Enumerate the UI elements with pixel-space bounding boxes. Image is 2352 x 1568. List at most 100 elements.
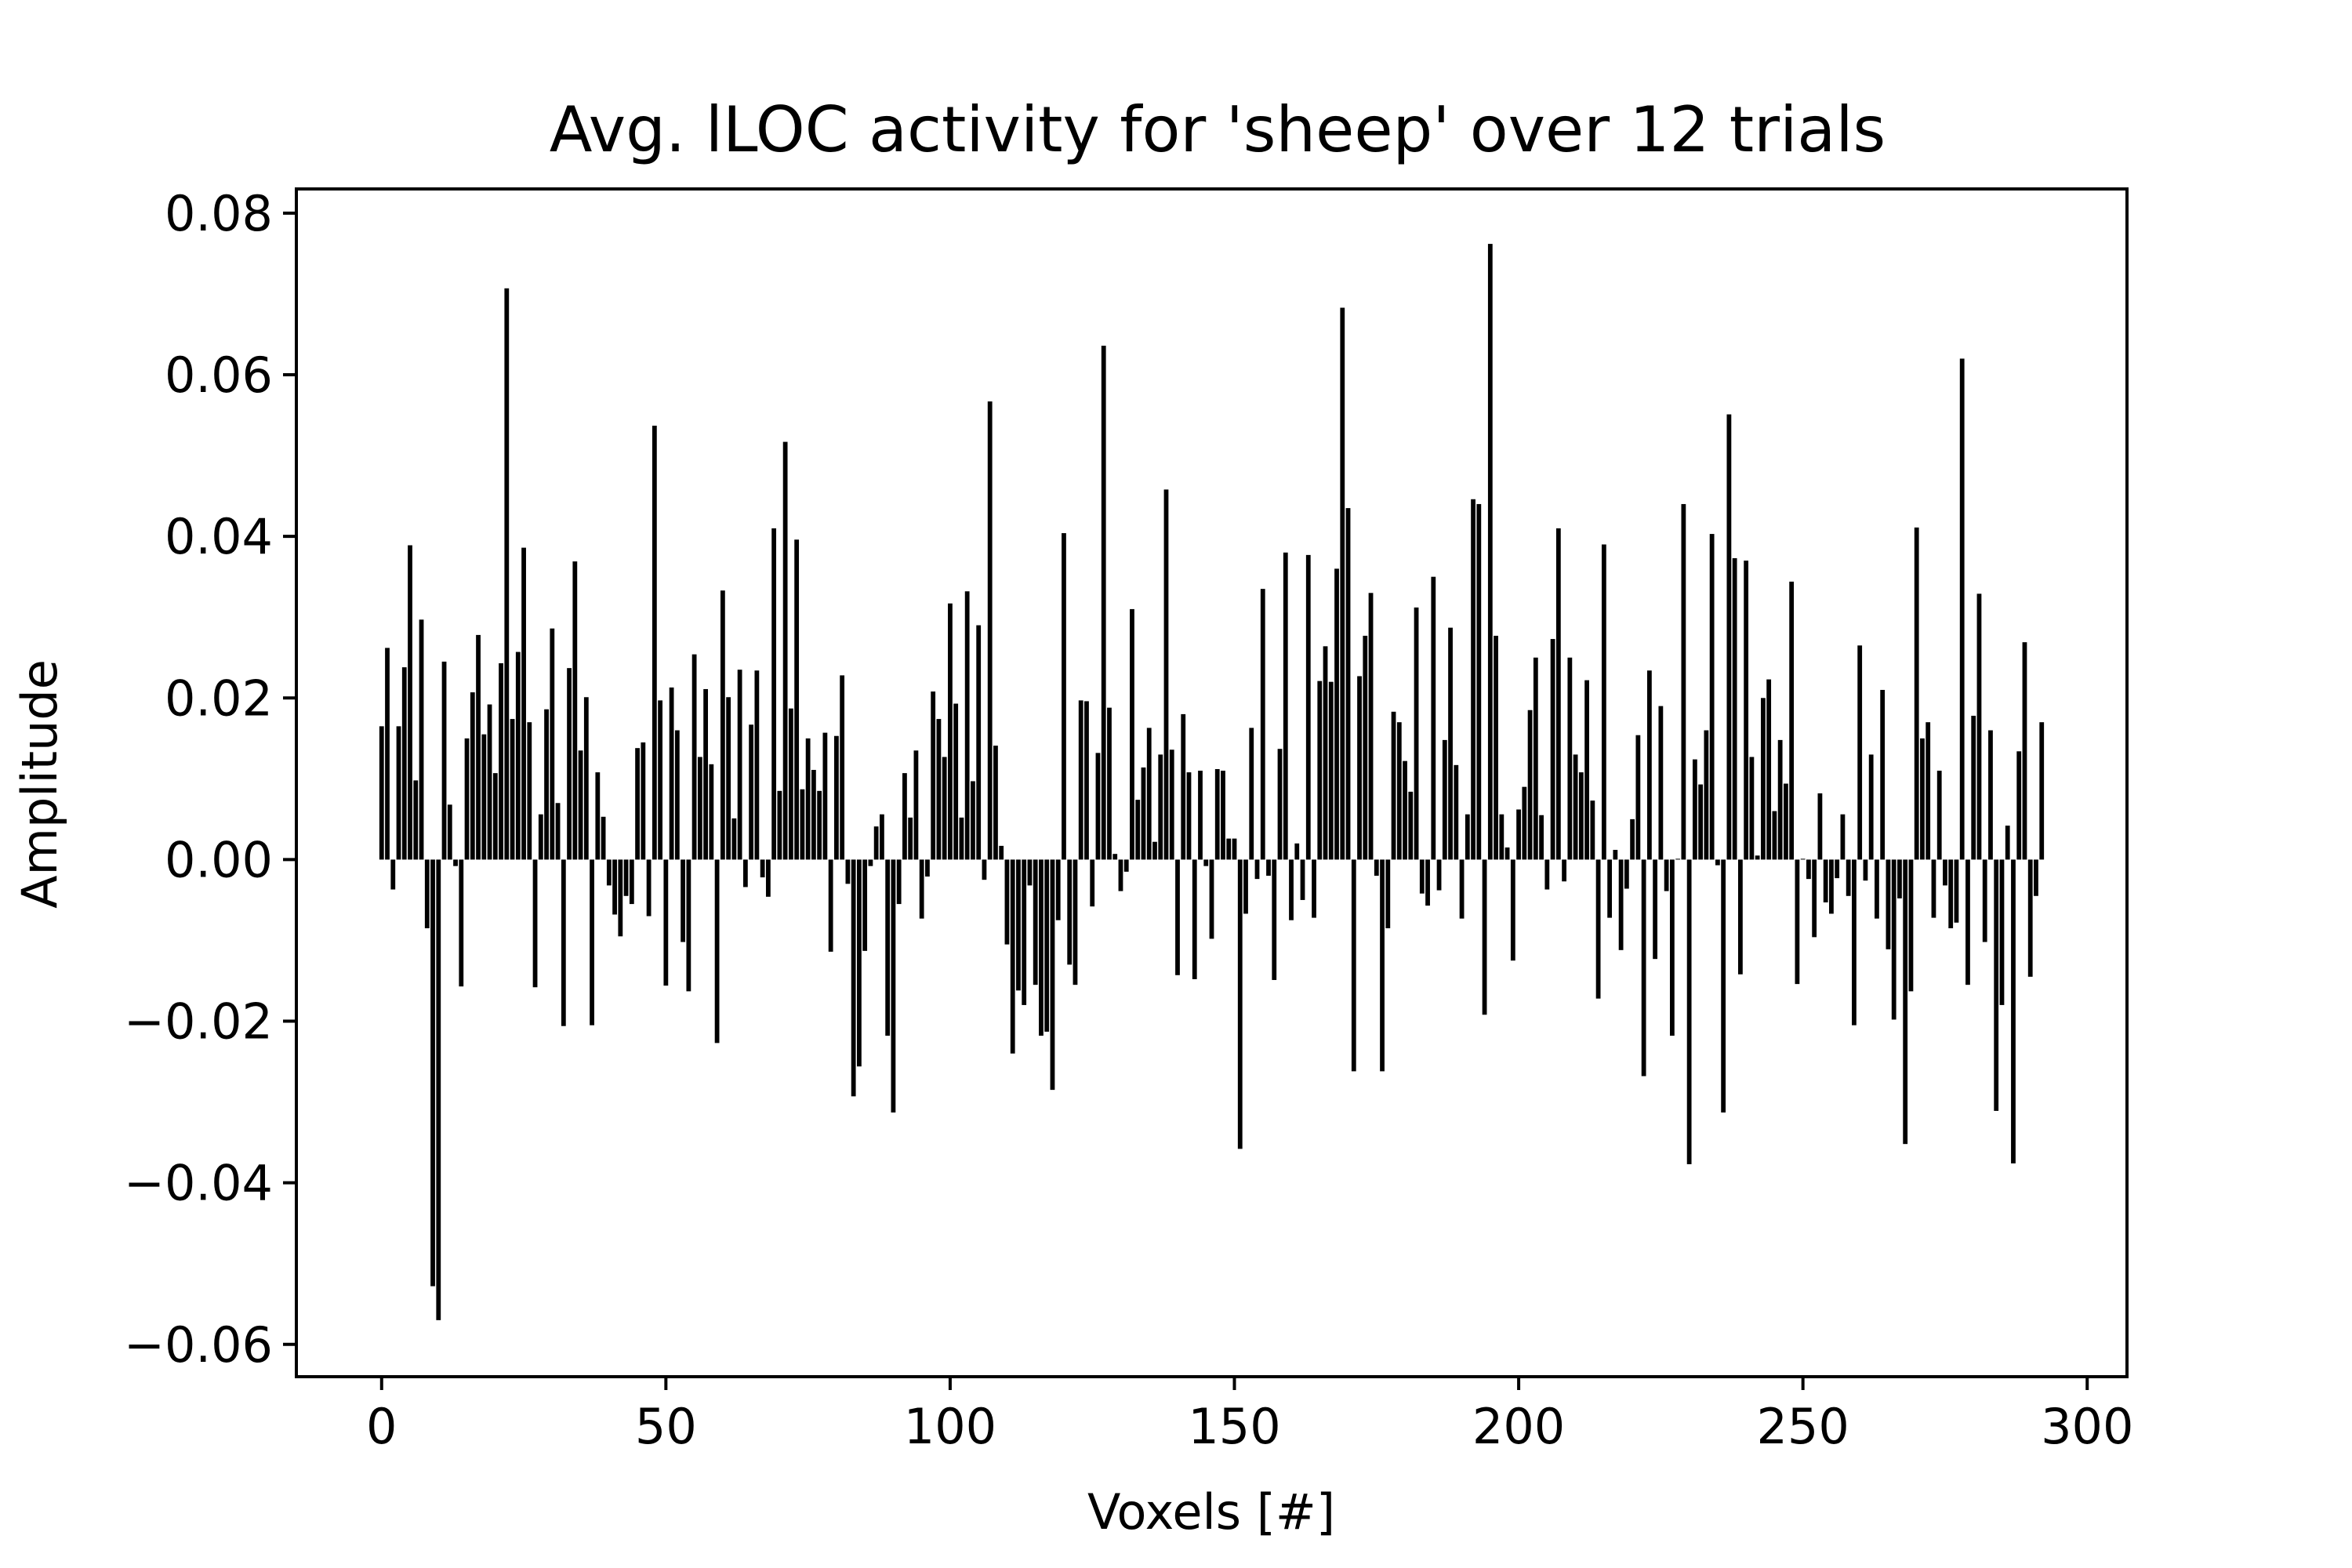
bar: [441, 661, 447, 860]
y-tick-label: −0.06: [124, 1316, 273, 1374]
y-tick-label: 0.08: [165, 185, 273, 242]
bar: [413, 780, 419, 860]
bar: [424, 859, 430, 929]
bar: [379, 726, 384, 860]
bar: [1289, 859, 1294, 920]
bar: [731, 818, 737, 860]
bar: [1880, 689, 1886, 860]
x-tick-label: 0: [366, 1398, 397, 1455]
bar: [1601, 544, 1606, 860]
bar: [1123, 859, 1129, 872]
bar: [561, 859, 566, 1026]
bar: [1328, 681, 1334, 860]
bar: [987, 401, 993, 860]
bar: [1152, 841, 1157, 860]
bar: [623, 859, 629, 896]
bar: [1022, 859, 1027, 1005]
bar: [1254, 859, 1260, 880]
bar: [1965, 859, 1970, 985]
bar: [595, 772, 601, 860]
bar: [1936, 771, 1942, 860]
bar: [919, 859, 924, 919]
bar: [1419, 859, 1425, 894]
bar: [646, 859, 652, 916]
bar: [777, 790, 782, 860]
bar: [993, 746, 998, 860]
bar: [1646, 670, 1652, 860]
bar: [1317, 681, 1323, 860]
bar: [1732, 557, 1737, 860]
bar: [385, 648, 390, 860]
bar: [817, 790, 822, 860]
bar: [612, 859, 617, 915]
bar: [891, 859, 896, 1112]
bar: [868, 859, 873, 866]
bar: [1715, 859, 1720, 866]
bar: [1886, 859, 1891, 949]
bar: [487, 704, 492, 860]
bar: [1340, 307, 1345, 860]
bar: [1806, 859, 1811, 880]
bar: [1567, 657, 1573, 860]
bar: [1499, 814, 1504, 860]
bar: [1494, 635, 1498, 860]
bar: [1948, 859, 1954, 929]
bar: [527, 722, 532, 860]
bar: [1835, 859, 1840, 879]
bar: [1868, 754, 1874, 860]
bar: [925, 859, 930, 877]
bar: [982, 859, 987, 880]
bar: [1772, 811, 1777, 860]
bar: [862, 859, 868, 951]
bar: [499, 662, 503, 860]
bar: [538, 814, 543, 860]
bar: [1221, 771, 1225, 860]
bar: [811, 770, 816, 860]
bar: [1237, 859, 1243, 1149]
bar: [2039, 722, 2045, 860]
bar: [578, 750, 583, 860]
bar: [1078, 700, 1083, 860]
bar: [1744, 561, 1749, 860]
bar: [1055, 859, 1061, 920]
bar: [1555, 528, 1561, 860]
bar: [658, 700, 662, 860]
bar: [1664, 859, 1669, 891]
bar: [1653, 859, 1658, 960]
bar: [794, 539, 800, 860]
bar: [1504, 847, 1510, 860]
x-tick-label: 100: [904, 1398, 996, 1455]
bar: [476, 634, 481, 860]
y-tick-label: −0.02: [124, 993, 273, 1051]
bar: [902, 773, 907, 860]
bar: [1613, 850, 1618, 860]
bar: [1959, 358, 1965, 860]
bar: [2005, 826, 2010, 860]
bar: [1198, 771, 1203, 860]
bar: [1943, 859, 1947, 886]
bar: [1351, 859, 1356, 1072]
bar: [1010, 859, 1015, 1054]
bar: [1920, 738, 1925, 860]
bar: [1266, 859, 1271, 877]
y-tick-label: 0.06: [165, 347, 273, 404]
bar: [1624, 859, 1629, 889]
bar: [601, 816, 606, 860]
bar: [1095, 753, 1101, 860]
bar: [492, 773, 498, 860]
x-axis: 0 50 100 150 200 250 300: [366, 1377, 2133, 1455]
bar: [1135, 800, 1141, 860]
bar: [851, 859, 856, 1097]
bar: [999, 845, 1004, 860]
bar: [782, 441, 788, 860]
bar: [1283, 552, 1288, 860]
bar: [1516, 809, 1521, 860]
bar: [1465, 814, 1470, 860]
bar: [691, 654, 697, 860]
bar: [976, 625, 982, 860]
bar: [1436, 859, 1442, 891]
bar: [618, 859, 623, 937]
bar: [1573, 754, 1578, 860]
bar: [408, 545, 412, 860]
